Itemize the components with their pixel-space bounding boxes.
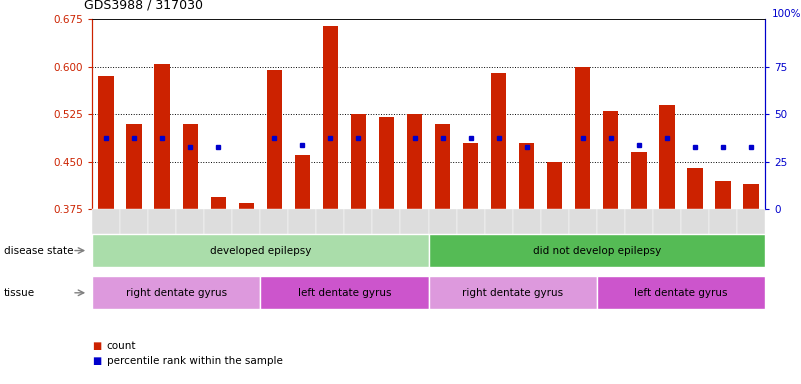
Bar xyxy=(379,118,394,209)
Bar xyxy=(435,124,450,209)
Bar xyxy=(211,197,226,209)
Bar xyxy=(631,152,646,209)
Bar xyxy=(547,162,562,209)
Text: developed epilepsy: developed epilepsy xyxy=(210,245,311,256)
Bar xyxy=(597,276,765,309)
Bar xyxy=(429,234,765,267)
Bar xyxy=(295,156,310,209)
Text: tissue: tissue xyxy=(4,288,35,298)
Text: did not develop epilepsy: did not develop epilepsy xyxy=(533,245,661,256)
Text: disease state: disease state xyxy=(4,245,74,256)
Text: ■: ■ xyxy=(92,341,102,351)
Bar xyxy=(603,111,618,209)
Text: right dentate gyrus: right dentate gyrus xyxy=(126,288,227,298)
Text: percentile rank within the sample: percentile rank within the sample xyxy=(107,356,283,366)
Text: 100%: 100% xyxy=(771,9,801,19)
Bar xyxy=(239,203,254,209)
Bar xyxy=(92,276,260,309)
Bar xyxy=(267,70,282,209)
Bar xyxy=(323,26,338,209)
Text: right dentate gyrus: right dentate gyrus xyxy=(462,288,563,298)
Bar xyxy=(155,64,170,209)
Bar xyxy=(659,105,674,209)
Bar xyxy=(743,184,759,209)
Bar xyxy=(491,73,506,209)
Bar xyxy=(687,168,702,209)
Text: count: count xyxy=(107,341,136,351)
Bar xyxy=(351,114,366,209)
Bar xyxy=(463,143,478,209)
Bar xyxy=(183,124,198,209)
Text: left dentate gyrus: left dentate gyrus xyxy=(298,288,391,298)
Bar xyxy=(92,234,429,267)
Bar xyxy=(429,276,597,309)
Bar xyxy=(519,143,534,209)
Bar xyxy=(99,76,114,209)
Text: ■: ■ xyxy=(92,356,102,366)
Bar xyxy=(407,114,422,209)
Text: GDS3988 / 317030: GDS3988 / 317030 xyxy=(84,0,203,12)
Bar xyxy=(260,276,429,309)
Bar xyxy=(575,67,590,209)
Bar xyxy=(715,181,731,209)
Bar xyxy=(127,124,142,209)
Text: left dentate gyrus: left dentate gyrus xyxy=(634,288,727,298)
